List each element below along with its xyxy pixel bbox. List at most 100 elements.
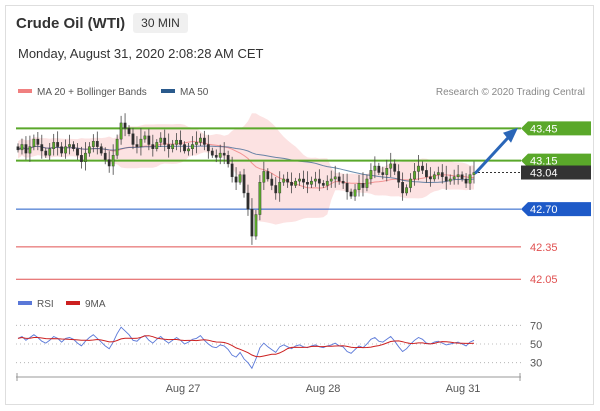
legend-label-ma50: MA 50	[180, 87, 209, 98]
interval-badge[interactable]: 30 MIN	[133, 13, 188, 33]
candle-body	[111, 155, 115, 167]
candle-body	[464, 178, 468, 184]
label-box-42.70	[521, 202, 591, 217]
candle-body	[226, 155, 230, 165]
x-tick-aug-27: Aug 27	[166, 383, 201, 395]
candle-body	[397, 171, 401, 183]
candle-body	[389, 163, 393, 169]
legend-swatch-rsi	[18, 301, 32, 305]
candle-body	[127, 128, 131, 134]
candle-body	[286, 178, 290, 183]
rsi-tick-50: 50	[530, 339, 542, 351]
candle-body	[214, 155, 218, 158]
candle-body	[60, 146, 63, 154]
report-datetime: Monday, August 31, 2020 2:08:28 AM CET	[18, 46, 264, 61]
candle-body	[24, 144, 28, 154]
candle-body	[262, 171, 266, 183]
legend-label-ma20: MA 20 + Bollinger Bands	[37, 87, 147, 98]
candle-body	[254, 214, 258, 237]
candle-body	[151, 144, 155, 150]
candle-body	[448, 178, 452, 182]
label-box-43.45	[521, 121, 591, 136]
candle-body	[393, 163, 397, 172]
candle-body	[345, 183, 349, 193]
candle-body	[167, 144, 171, 150]
candle-body	[183, 144, 186, 152]
candle-body	[163, 137, 167, 145]
candle-body	[191, 144, 194, 150]
candle-body	[440, 172, 444, 178]
chart-credit: Research © 2020 Trading Central	[436, 87, 585, 98]
candle-body	[377, 165, 381, 173]
candle-body	[80, 155, 83, 162]
candle-body	[302, 178, 305, 183]
candle-body	[210, 150, 214, 156]
candle-body	[290, 182, 293, 186]
candle-body	[123, 122, 127, 129]
candle-body	[28, 146, 32, 154]
candle-body	[99, 146, 103, 154]
candle-body	[405, 187, 408, 194]
candle-body	[64, 146, 67, 154]
rsi-tick-30: 30	[530, 358, 542, 370]
candle-body	[409, 178, 412, 188]
candle-body	[52, 142, 56, 150]
candle-body	[456, 174, 460, 178]
candle-body	[115, 138, 119, 156]
candle-body	[171, 144, 175, 150]
candle-body	[72, 144, 75, 150]
label-box-43.04	[521, 165, 591, 180]
candle-body	[270, 178, 274, 186]
candle-body	[187, 148, 190, 152]
candle-body	[16, 146, 20, 151]
candle-body	[56, 142, 60, 147]
level-label-42.70: 42.70	[530, 204, 558, 216]
candle-body	[48, 148, 52, 156]
candle-body	[242, 174, 246, 194]
candle-body	[32, 138, 36, 147]
candle-body	[353, 189, 357, 197]
candle-body	[147, 135, 151, 145]
candle-body	[310, 180, 313, 185]
candle-body	[36, 138, 40, 145]
projection-head	[503, 127, 518, 143]
legend-label-rsi: RSI	[37, 299, 54, 310]
candle-body	[436, 172, 440, 175]
candle-body	[95, 141, 99, 147]
candle-body	[421, 165, 424, 171]
candle-body	[369, 170, 373, 180]
projection-shaft	[474, 136, 510, 175]
bollinger-band-area	[18, 113, 474, 225]
candle-body	[179, 139, 182, 145]
candle-body	[349, 191, 353, 197]
candle-body	[258, 182, 262, 215]
candle-body	[357, 183, 361, 190]
candle-body	[298, 178, 301, 182]
candle-body	[401, 182, 405, 194]
candle-body	[87, 146, 91, 154]
candle-body	[468, 174, 472, 184]
candle-body	[321, 183, 325, 186]
chart-frame	[5, 5, 594, 405]
candle-body	[68, 144, 71, 147]
candle-body	[333, 176, 337, 180]
projection-arrow	[474, 127, 518, 175]
candle-body	[218, 152, 222, 158]
candle-body	[381, 172, 385, 175]
candle-body	[413, 171, 416, 180]
candle-body	[361, 183, 365, 188]
candle-body	[131, 133, 135, 145]
candle-body	[76, 148, 79, 156]
candle-body	[91, 141, 95, 147]
candlesticks	[16, 113, 476, 245]
candle-body	[135, 144, 139, 147]
candle-body	[238, 174, 242, 183]
candle-body	[329, 178, 333, 182]
candle-body	[365, 178, 369, 188]
candle-body	[385, 168, 389, 175]
candle-body	[40, 144, 44, 152]
candle-body	[325, 180, 329, 186]
candle-body	[202, 137, 206, 145]
